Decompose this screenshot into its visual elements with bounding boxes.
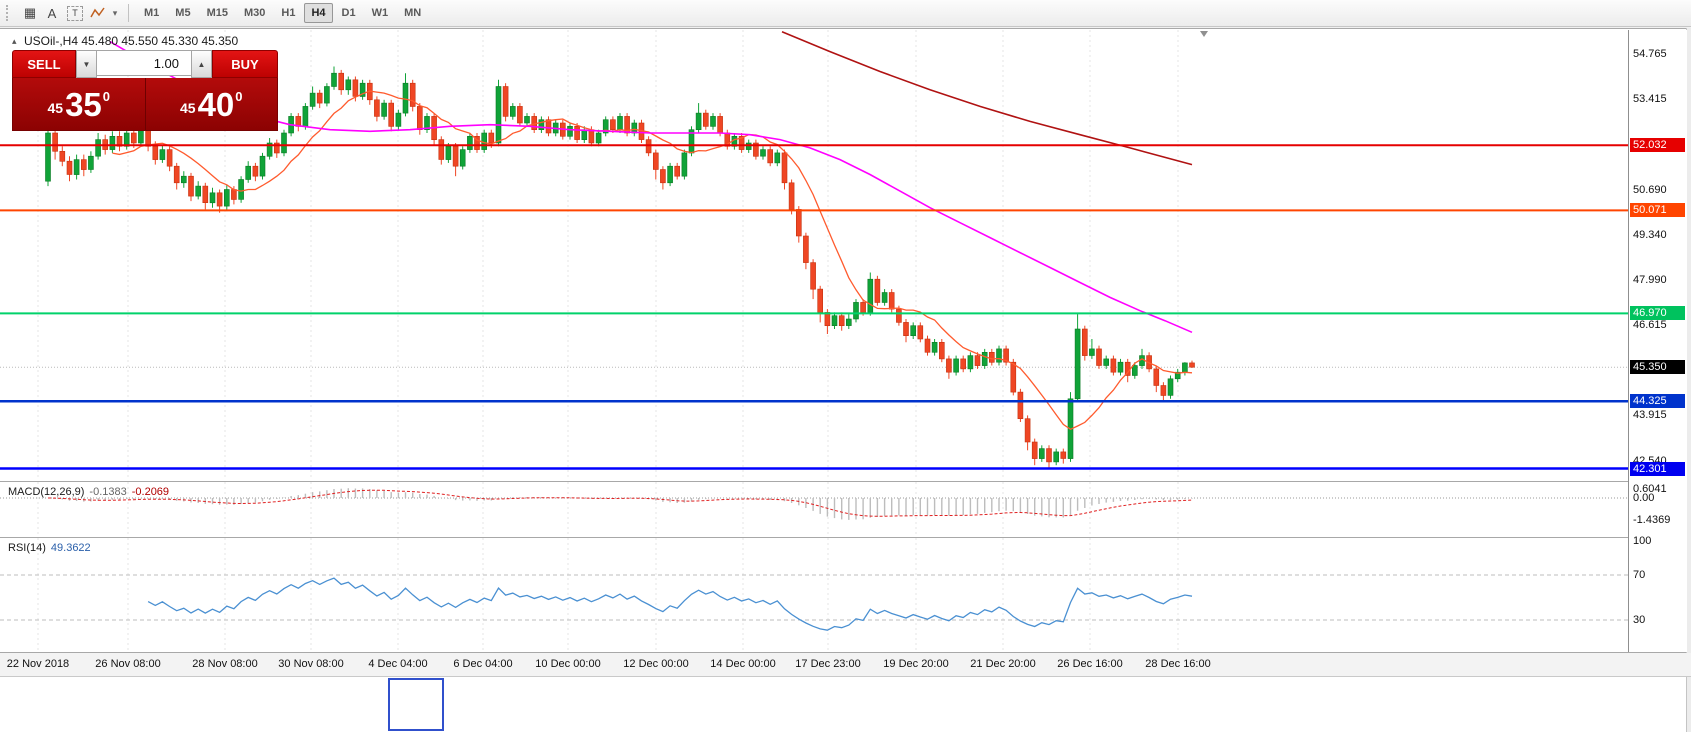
timeframe-button-mn[interactable]: MN (397, 3, 428, 23)
chart-symbol-icon: ▴ (12, 36, 17, 46)
volume-increase-button[interactable]: ▲ (191, 50, 212, 78)
price-axis-label: 0.00 (1633, 492, 1655, 504)
time-axis-label: 28 Nov 08:00 (192, 658, 258, 670)
buy-button[interactable]: BUY (212, 50, 278, 78)
panel-separator[interactable] (0, 481, 1691, 482)
macd-value-main: -0.1383 (89, 486, 127, 498)
rsi-label: RSI(14) 49.3622 (8, 542, 91, 554)
price-axis-label: 43.915 (1633, 408, 1667, 421)
macd-value-signal: -0.2069 (131, 486, 170, 498)
background-window-strip (0, 677, 1691, 732)
chart-title: USOil-,H4 45.480 45.550 45.330 45.350 (24, 34, 239, 48)
buy-price-display[interactable]: 45 40 0 (146, 78, 278, 130)
price-axis-label: 47.990 (1633, 273, 1667, 286)
price-axis[interactable]: 54.765 53.415 50.690 49.340 47.990 46.615 43.9… (1628, 30, 1687, 652)
buy-price-big: 40 (197, 85, 235, 123)
price-level-badge: 46.970 (1630, 306, 1685, 321)
price-axis-label: 53.415 (1633, 93, 1667, 106)
panel-separator (0, 652, 1691, 653)
time-axis-label: 14 Dec 00:00 (710, 658, 776, 670)
time-axis-label: 12 Dec 00:00 (623, 658, 689, 670)
time-axis-label: 4 Dec 04:00 (368, 658, 428, 670)
toolbar-icons: ▦ A T ▾ (19, 3, 121, 23)
price-level-badge: 42.301 (1630, 461, 1685, 476)
chart-shift-marker-icon[interactable] (1200, 31, 1208, 37)
buy-price-prefix: 45 (179, 100, 196, 116)
main-chart-canvas[interactable] (0, 30, 1628, 480)
timeframe-button-m5[interactable]: M5 (168, 3, 197, 23)
macd-indicator-canvas[interactable] (0, 482, 1628, 536)
time-axis-label: 26 Nov 08:00 (95, 658, 161, 670)
sell-price-sup: 0 (102, 88, 111, 104)
time-axis-label: 26 Dec 16:00 (1057, 658, 1123, 670)
annotation-text-icon[interactable]: A (47, 5, 57, 21)
one-click-trading-panel: SELL ▼ ▲ BUY 45 35 0 45 40 0 (12, 50, 278, 131)
rsi-name: RSI(14) (8, 542, 46, 554)
sell-price-display[interactable]: 45 35 0 (13, 78, 145, 130)
buy-price-sup: 0 (235, 88, 243, 104)
price-axis-label: 49.340 (1633, 228, 1667, 241)
sell-price-big: 35 (65, 85, 102, 123)
timeframe-button-h1[interactable]: H1 (274, 3, 302, 23)
sell-button[interactable]: SELL (12, 50, 76, 78)
time-axis-label: 22 Nov 2018 (6, 658, 70, 670)
background-window-fragment[interactable] (388, 678, 444, 731)
drawing-tools-dropdown-icon[interactable]: ▾ (112, 7, 118, 18)
price-axis-label: 54.765 (1633, 48, 1667, 61)
price-axis-label: 70 (1633, 569, 1646, 581)
price-divider (144, 78, 146, 130)
drawing-tools-icon[interactable] (88, 3, 108, 23)
macd-name: MACD(12,26,9) (8, 486, 85, 498)
price-level-badge: 44.325 (1630, 394, 1685, 409)
timeframe-button-m15[interactable]: M15 (200, 3, 235, 23)
time-axis-label: 30 Nov 08:00 (278, 658, 344, 670)
price-axis-label: 0.6041 (1633, 482, 1667, 495)
time-axis-label: 28 Dec 16:00 (1145, 658, 1211, 670)
text-label-icon[interactable]: T (67, 5, 83, 21)
grid-templates-icon[interactable]: ▦ (23, 5, 37, 20)
timeframe-button-d1[interactable]: D1 (335, 3, 363, 23)
toolbar: ▦ A T ▾ M1 M5 M15 M30 H1 H4 D1 W1 MN (0, 0, 1691, 27)
volume-input[interactable] (97, 50, 191, 76)
toolbar-separator (128, 4, 129, 22)
timeframe-button-h4[interactable]: H4 (304, 3, 333, 23)
timeframe-button-m30[interactable]: M30 (237, 3, 272, 23)
timeframe-toolbar: M1 M5 M15 M30 H1 H4 D1 W1 MN (136, 3, 429, 23)
toolbar-grip[interactable] (6, 5, 14, 21)
sell-price-prefix: 45 (47, 100, 64, 116)
price-axis-label: 30 (1633, 614, 1646, 626)
price-level-badge: 50.071 (1630, 203, 1685, 218)
time-axis-label: 21 Dec 20:00 (970, 658, 1036, 670)
rsi-indicator-canvas[interactable] (0, 538, 1628, 652)
rsi-value: 49.3622 (50, 542, 91, 554)
timeframe-button-m1[interactable]: M1 (137, 3, 166, 23)
time-axis[interactable]: 22 Nov 2018 26 Nov 08:00 28 Nov 08:00 30 No… (0, 653, 1691, 677)
price-axis-label: 50.690 (1633, 183, 1667, 196)
price-level-badge: 52.032 (1630, 138, 1685, 153)
price-axis-label: 46.615 (1633, 319, 1667, 332)
time-axis-label: 6 Dec 04:00 (453, 658, 513, 670)
volume-decrease-button[interactable]: ▼ (76, 50, 97, 78)
price-level-badge: 45.350 (1630, 360, 1685, 375)
panel-separator[interactable] (0, 537, 1691, 538)
timeframe-button-w1[interactable]: W1 (365, 3, 396, 23)
price-axis-label: 100 (1633, 535, 1652, 548)
time-axis-label: 19 Dec 20:00 (883, 658, 949, 670)
price-axis-label: -1.4369 (1633, 513, 1671, 526)
time-axis-label: 10 Dec 00:00 (535, 658, 601, 670)
macd-label: MACD(12,26,9) -0.1383 -0.2069 (8, 486, 169, 498)
time-axis-label: 17 Dec 23:00 (795, 658, 861, 670)
